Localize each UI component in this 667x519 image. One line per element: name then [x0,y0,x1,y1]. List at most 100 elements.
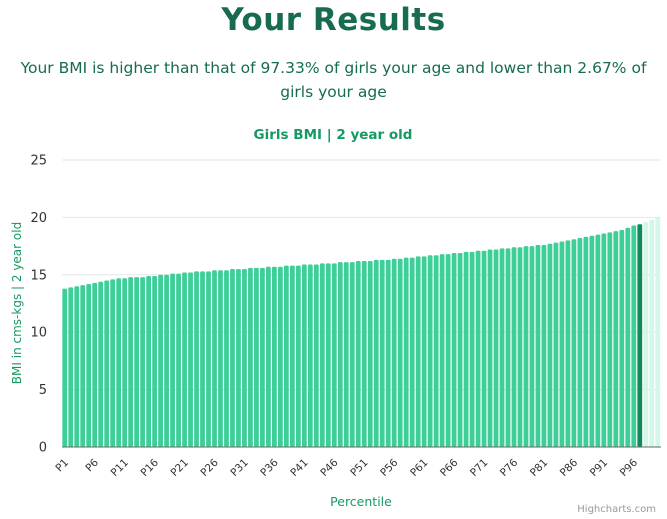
bar-p69[interactable] [469,251,475,447]
bar-p99[interactable] [649,219,655,447]
bar-p46[interactable] [331,263,337,447]
bar-p79[interactable] [529,246,535,447]
bar-p45[interactable] [325,263,331,447]
bar-p36[interactable] [272,266,277,447]
bar-p18[interactable] [164,274,169,447]
bar-p9[interactable] [110,279,116,447]
bar-p84[interactable] [559,241,565,447]
bar-p59[interactable] [409,257,415,447]
highcharts-credits[interactable]: Highcharts.com [577,504,656,515]
bar-p88[interactable] [583,236,589,447]
bar-p7[interactable] [98,281,104,447]
bar-p40[interactable] [295,265,301,447]
bar-p34[interactable] [260,267,265,447]
bar-p27[interactable] [218,270,223,447]
bar-p87[interactable] [577,238,583,447]
bar-p80[interactable] [535,244,541,447]
bar-p64[interactable] [439,254,445,447]
bar-p53[interactable] [373,259,379,447]
bar-p94[interactable] [619,230,625,447]
bar-p16[interactable] [152,275,157,447]
bar-p89[interactable] [589,235,595,447]
bar-p24[interactable] [200,271,205,447]
bar-p50[interactable] [355,261,361,447]
bar-p73[interactable] [493,249,499,447]
bar-p49[interactable] [349,262,355,447]
bar-p55[interactable] [385,259,391,447]
bar-p6[interactable] [92,282,98,447]
bar-p10[interactable] [116,278,122,447]
bar-p22[interactable] [188,272,193,448]
bar-p42[interactable] [307,264,313,447]
bar-p93[interactable] [613,231,619,447]
bar-p75[interactable] [505,248,511,447]
bar-p11[interactable] [122,278,128,447]
bar-p70[interactable] [475,250,481,447]
bar-p66[interactable] [451,252,457,447]
bar-p41[interactable] [301,264,307,447]
bar-p52[interactable] [367,261,373,447]
bar-p100[interactable] [655,217,661,447]
bar-p25[interactable] [206,271,211,447]
bar-p56[interactable] [391,258,397,447]
bar-p38[interactable] [283,265,289,447]
bar-p85[interactable] [565,240,571,447]
bar-p91[interactable] [601,233,607,447]
bar-p60[interactable] [415,256,421,447]
bar-p37[interactable] [277,266,283,447]
bar-p35[interactable] [266,266,271,447]
bar-p5[interactable] [86,283,92,447]
bar-p4[interactable] [80,285,86,447]
bar-p71[interactable] [481,250,487,447]
bar-p28[interactable] [224,270,229,447]
bar-p21[interactable] [182,272,187,448]
bar-p12[interactable] [128,277,134,447]
bar-p48[interactable] [343,262,349,447]
bar-p63[interactable] [433,255,439,447]
bar-p67[interactable] [457,252,463,447]
bar-p13[interactable] [134,277,140,447]
bar-p92[interactable] [607,232,613,447]
bar-p51[interactable] [361,261,367,447]
bar-p29[interactable] [230,269,235,447]
bar-p32[interactable] [248,267,253,447]
bar-p90[interactable] [595,234,601,447]
bar-p74[interactable] [499,248,505,447]
bar-p65[interactable] [445,254,451,447]
bar-p2[interactable] [68,287,74,447]
bar-p31[interactable] [242,269,247,447]
bar-p15[interactable] [146,275,151,447]
bar-p82[interactable] [547,243,553,447]
bar-p58[interactable] [403,257,409,447]
bar-p17[interactable] [158,274,163,447]
bar-p44[interactable] [319,263,325,447]
bar-p95[interactable] [625,227,631,447]
bar-p19[interactable] [170,273,175,447]
bar-p81[interactable] [541,244,547,447]
bar-p30[interactable] [236,269,241,447]
bar-p20[interactable] [176,273,181,447]
bar-p8[interactable] [104,280,110,447]
bar-p14[interactable] [140,277,146,447]
bar-p33[interactable] [254,267,259,447]
bar-p78[interactable] [523,246,529,447]
bar-p96[interactable] [631,225,637,447]
bar-p26[interactable] [212,270,217,447]
bar-p54[interactable] [379,259,385,447]
bar-p23[interactable] [194,271,199,447]
bar-p57[interactable] [397,258,403,447]
bar-p76[interactable] [511,247,517,447]
bar-p43[interactable] [313,264,319,447]
bar-p68[interactable] [463,251,469,447]
bar-p97[interactable] [637,224,643,447]
bar-p61[interactable] [421,256,427,447]
bar-p83[interactable] [553,242,559,447]
bar-p62[interactable] [427,255,433,447]
bar-p1[interactable] [62,288,68,447]
bar-p77[interactable] [517,247,523,447]
bar-p39[interactable] [289,265,295,447]
bar-p98[interactable] [643,221,649,447]
bar-p72[interactable] [487,249,493,447]
bar-p86[interactable] [571,239,577,447]
bar-p47[interactable] [337,262,343,447]
